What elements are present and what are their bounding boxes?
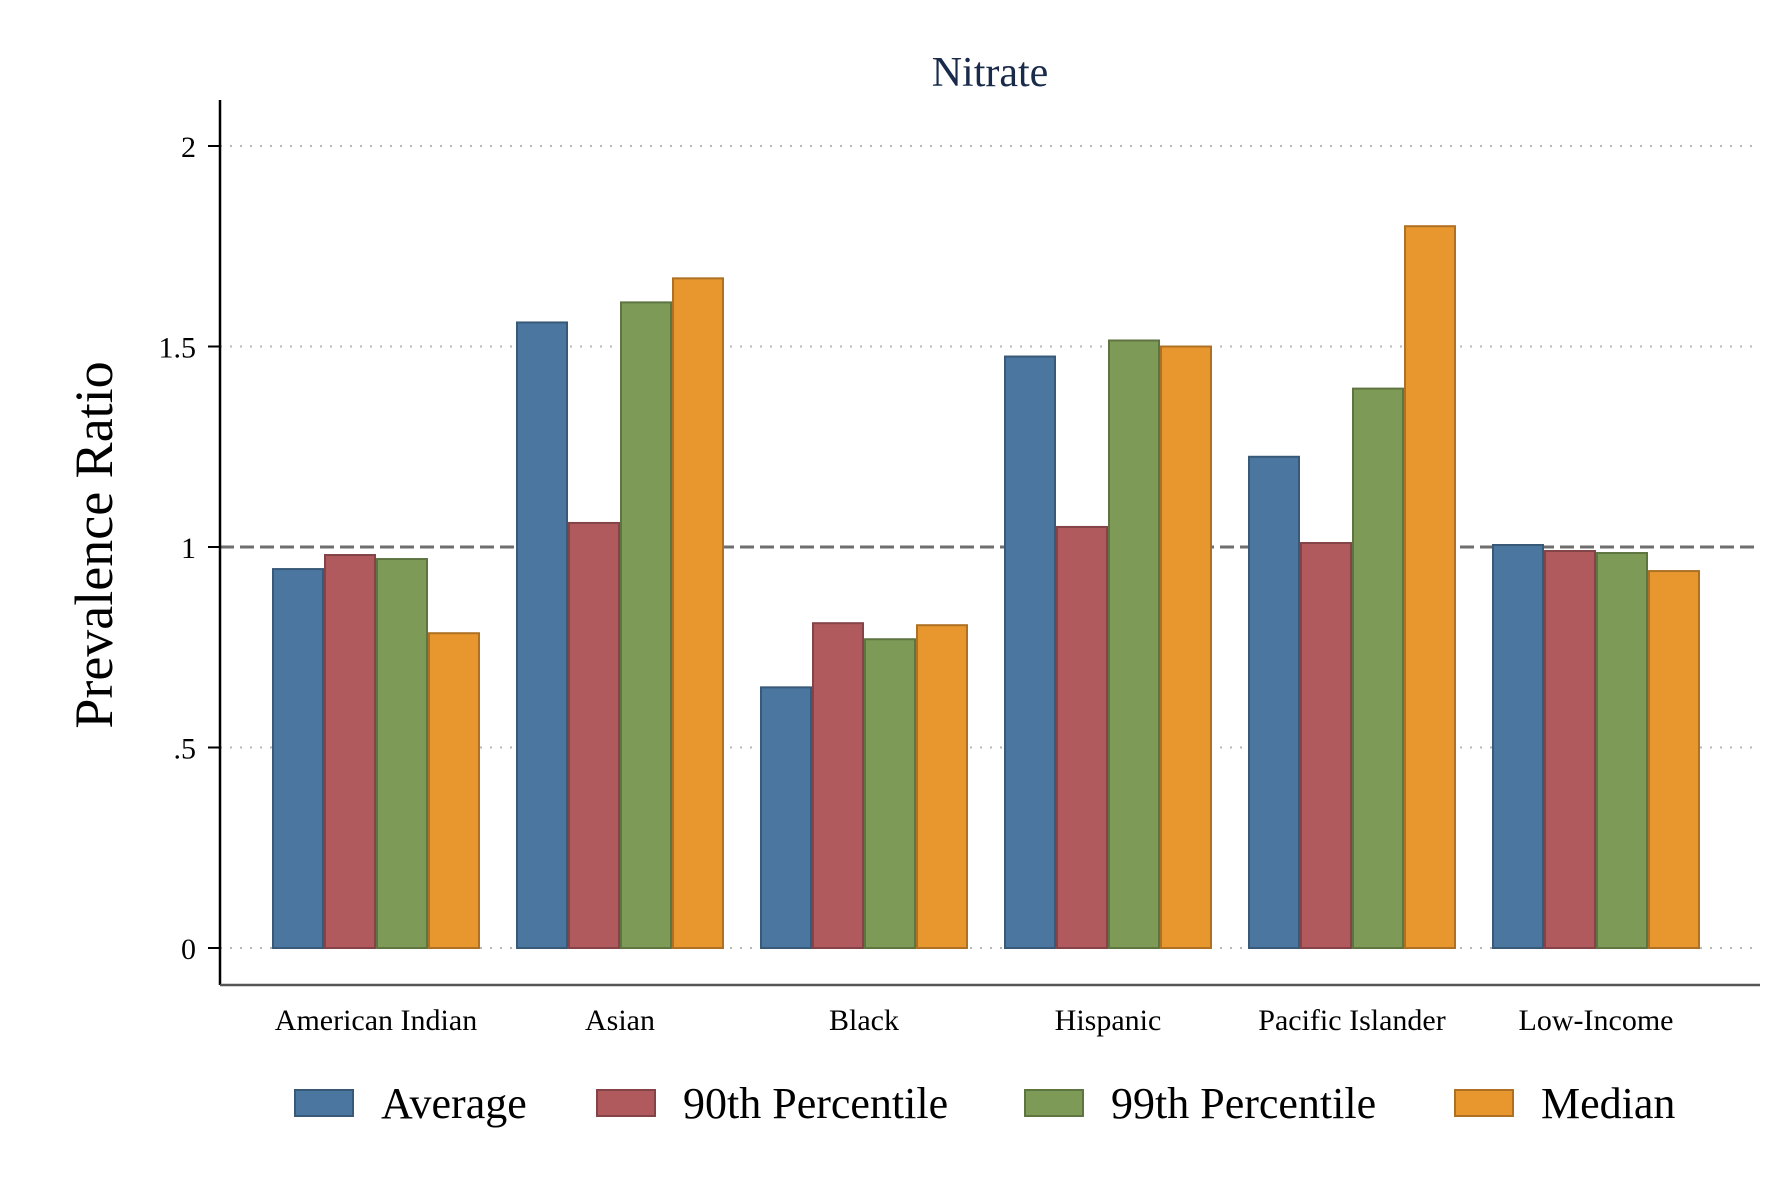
bar-pacific-islander-99th-percentile: [1352, 387, 1404, 950]
bar-hispanic-90th-percentile: [1056, 525, 1108, 949]
x-tick-labels: American Indian Asian Black Hispanic Pacific…: [275, 1004, 1674, 1037]
y-tick-labels: 0 .5 1 1.5 2: [159, 131, 220, 966]
y-tick-label: .5: [174, 733, 197, 766]
x-tick-label: American Indian: [275, 1004, 477, 1037]
legend-swatch-median: [1454, 1089, 1514, 1117]
axes: [218, 100, 1760, 987]
legend-label-99th-percentile: 99th Percentile: [1111, 1079, 1376, 1128]
chart-title: Nitrate: [932, 50, 1049, 96]
bar-asian-average: [516, 321, 568, 949]
bar-hispanic-median: [1160, 345, 1212, 949]
y-tick-label: 1: [181, 532, 196, 565]
bar-asian-99th-percentile: [620, 301, 672, 949]
bar-pacific-islander-median: [1404, 225, 1456, 949]
bar-low-income-99th-percentile: [1596, 552, 1648, 949]
x-tick-label: Black: [829, 1004, 899, 1037]
bar-asian-median: [672, 277, 724, 949]
bar-black-median: [916, 624, 968, 949]
bar-black-90th-percentile: [812, 622, 864, 949]
y-tick-label: 2: [181, 131, 196, 164]
bar-black-average: [760, 686, 812, 949]
legend-label-average: Average: [381, 1079, 527, 1128]
bar-hispanic-average: [1004, 355, 1056, 949]
legend-swatch-average: [294, 1089, 354, 1117]
bar-american-indian-average: [272, 568, 324, 949]
x-tick-label: Pacific Islander: [1258, 1004, 1445, 1037]
x-tick-label: Asian: [585, 1004, 655, 1037]
bar-american-indian-99th-percentile: [376, 558, 428, 950]
bar-black-99th-percentile: [864, 638, 916, 949]
bar-american-indian-90th-percentile: [324, 554, 376, 950]
y-axis-label: Prevalence Ratio: [64, 361, 124, 728]
legend-swatch-90th-percentile: [596, 1089, 656, 1117]
x-tick-label: Hispanic: [1055, 1004, 1162, 1037]
legend-label-median: Median: [1541, 1079, 1675, 1128]
bar-asian-90th-percentile: [568, 521, 620, 949]
bar-low-income-90th-percentile: [1544, 550, 1596, 949]
bar-low-income-average: [1492, 543, 1544, 949]
y-tick-label: 0: [181, 933, 196, 966]
bar-pacific-islander-90th-percentile: [1300, 541, 1352, 949]
bars: [272, 225, 1700, 950]
y-tick-label: 1.5: [159, 332, 197, 365]
legend-label-90th-percentile: 90th Percentile: [683, 1079, 948, 1128]
bar-pacific-islander-average: [1248, 455, 1300, 949]
bar-low-income-median: [1648, 570, 1700, 949]
bar-hispanic-99th-percentile: [1108, 339, 1160, 949]
x-tick-label: Low-Income: [1519, 1004, 1674, 1037]
legend: Average 90th Percentile 99th Percentile Med…: [294, 1079, 1675, 1128]
bar-american-indian-median: [428, 632, 480, 950]
legend-swatch-99th-percentile: [1024, 1089, 1084, 1117]
